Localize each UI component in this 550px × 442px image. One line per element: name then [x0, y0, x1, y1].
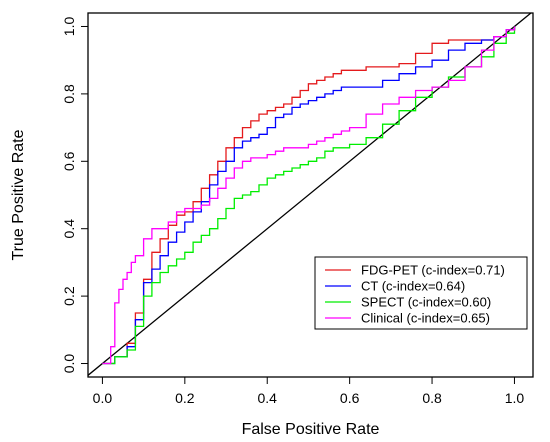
- y-tick-label: 0.6: [61, 151, 77, 171]
- y-tick-label: 0.8: [61, 84, 77, 104]
- legend: FDG-PET (c-index=0.71)CT (c-index=0.64)S…: [314, 256, 528, 330]
- legend-label: SPECT (c-index=0.60): [361, 295, 491, 310]
- x-tick-label: 1.0: [505, 390, 525, 406]
- x-tick-label: 0.0: [93, 390, 113, 406]
- series-layer: [102, 26, 516, 365]
- series-line-3: [102, 26, 516, 365]
- y-axis-label: True Positive Rate: [10, 129, 27, 260]
- y-tick-label: 0.0: [61, 354, 77, 374]
- legend-box: [314, 256, 528, 330]
- y-axis: 0.0 0.2 0.4 0.6 0.8 1.0: [61, 17, 89, 374]
- y-tick-label: 0.4: [61, 219, 77, 239]
- x-tick-label: 0.2: [175, 390, 195, 406]
- legend-label: CT (c-index=0.64): [361, 279, 465, 294]
- series-line-2: [102, 26, 516, 365]
- reference-diagonal-line: [87, 12, 532, 376]
- y-tick-label: 1.0: [61, 17, 77, 37]
- series-line-1: [102, 26, 516, 365]
- x-tick-label: 0.4: [258, 390, 278, 406]
- x-tick-label: 0.6: [340, 390, 360, 406]
- legend-label: Clinical (c-index=0.65): [361, 311, 490, 326]
- y-tick-label: 0.2: [61, 286, 77, 306]
- reference-diagonal-layer: [87, 12, 532, 376]
- x-tick-label: 0.8: [422, 390, 442, 406]
- legend-label: FDG-PET (c-index=0.71): [361, 263, 505, 278]
- x-axis-label: False Positive Rate: [242, 421, 380, 438]
- x-axis: 0.0 0.2 0.4 0.6 0.8 1.0: [93, 376, 525, 406]
- series-line-4: [102, 26, 516, 365]
